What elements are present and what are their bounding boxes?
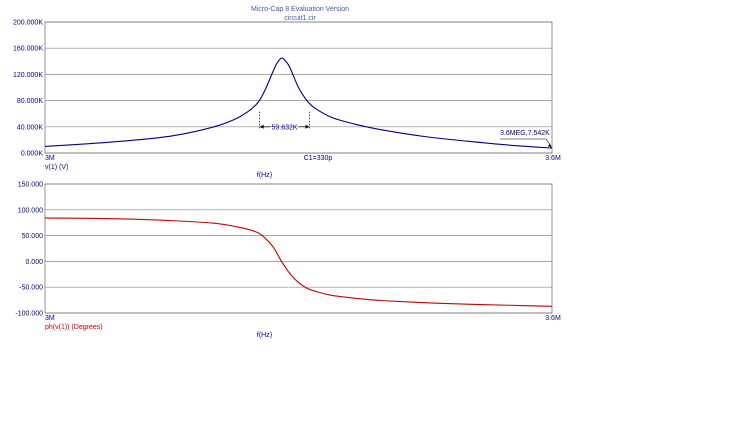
- y-axis-label: v(1) (V): [45, 164, 68, 171]
- parameter-label: C1=330p: [304, 155, 333, 162]
- y-tick-label: 200.000K: [13, 20, 43, 27]
- plot-area: [44, 21, 553, 154]
- plot-area: [44, 183, 553, 314]
- chart-panel-2: -100.000 -50.000 0.000 50.000 100.000 150.000…: [15, 182, 561, 340]
- x-axis-label: f(Hz): [257, 332, 272, 339]
- x-axis-label: f(Hz): [257, 172, 272, 179]
- arrowhead-left: [259, 124, 264, 129]
- y-tick-label: 160.000K: [13, 46, 43, 53]
- point-arrow-line: [545, 138, 552, 147]
- arrowhead-right: [305, 124, 310, 129]
- y-tick-label: 0.000: [25, 259, 43, 266]
- bandwidth-marker: 59.632K: [259, 111, 310, 131]
- window-title: Micro-Cap 8 Evaluation Version: [250, 6, 350, 13]
- bandwidth-label: 59.632K: [272, 124, 298, 131]
- y-tick-label: 80.000K: [17, 98, 43, 105]
- point-label: 3.6MEG,7.542K: [500, 130, 550, 137]
- chart-panel-1: 0.000K 40.000K 80.000K 120.000K 160.000K 200.…: [13, 20, 561, 180]
- y-tick-label: 0.000K: [21, 151, 44, 158]
- series-line-1: [44, 57, 553, 149]
- x-tick-label-start: 3M: [45, 315, 55, 322]
- series-line-2: [44, 217, 553, 307]
- circuit-file-name: circuit1.cir: [284, 15, 316, 22]
- x-tick-label-start: 3M: [45, 155, 55, 162]
- y-axis-label: ph(v(1)) (Degrees): [45, 324, 103, 331]
- point-arrowhead: [548, 144, 552, 149]
- y-tick-label: 50.000: [22, 233, 44, 240]
- y-tick-label: 40.000K: [17, 124, 43, 131]
- y-tick-label: 150.000: [18, 182, 43, 189]
- x-tick-label-end: 3.6M: [545, 315, 561, 322]
- y-tick-label: -50.000: [19, 285, 43, 292]
- x-tick-label-end: 3.6M: [545, 155, 561, 162]
- point-marker: 3.6MEG,7.542K: [500, 130, 552, 149]
- y-tick-label: 120.000K: [13, 72, 43, 79]
- y-tick-label: 100.000: [18, 207, 43, 214]
- y-tick-label: -100.000: [15, 311, 43, 318]
